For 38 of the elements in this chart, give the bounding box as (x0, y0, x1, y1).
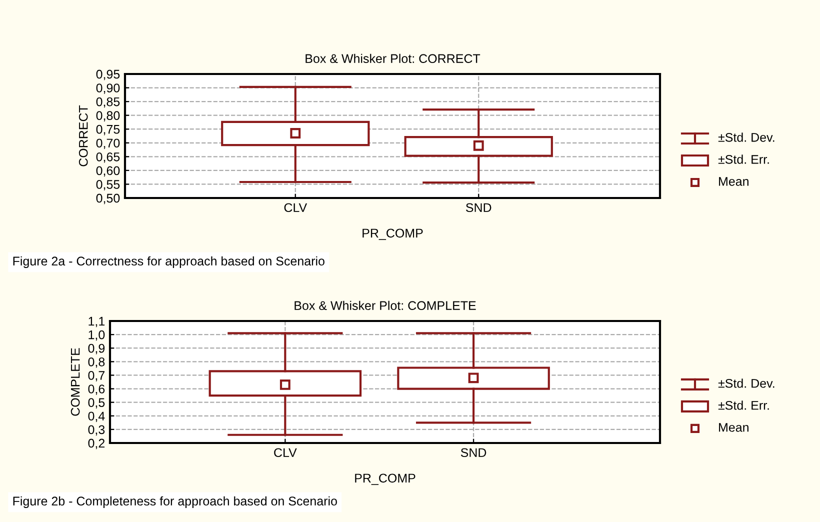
y-tick-label: 0,55 (96, 180, 120, 190)
y-tick-label: 0,50 (96, 194, 120, 204)
x-tick-label: SND (460, 448, 486, 458)
text: ±Std. Err. (718, 154, 769, 164)
x-tick-label: CLV (284, 203, 308, 212)
y-tick-label: 0,85 (96, 97, 120, 108)
text: ±Std. Dev. (718, 132, 774, 142)
y-tick-label: 1,0 (88, 330, 105, 341)
caption: Figure 2a - Correctness for approach based on Scenario (13, 256, 324, 268)
chart-title: Box & Whisker Plot: COMPLETE (294, 300, 476, 310)
y-tick-label: 0,95 (96, 70, 120, 80)
chart-title: Box & Whisker Plot: CORRECT (306, 54, 480, 64)
y-tick-label: 0,2 (88, 438, 105, 450)
text: Mean (719, 177, 748, 186)
y-tick-label: 0,6 (88, 384, 105, 395)
y-tick-label: 0,75 (96, 124, 120, 136)
y-tick-label: 0,65 (96, 152, 120, 163)
y-tick-label: 1,1 (88, 316, 105, 328)
y-tick-label: 0,80 (96, 111, 120, 122)
x-tick-label: CLV (274, 448, 297, 458)
y-tick-label: 0,8 (88, 357, 105, 368)
y-tick-label: 0,60 (96, 166, 120, 177)
x-axis-title: PR_COMP (355, 474, 416, 485)
caption: Figure 2b - Completeness for approach based on Scenario (13, 496, 337, 508)
y-tick-label: 0,5 (88, 398, 105, 408)
y-tick-label: 0,90 (96, 84, 120, 94)
text: Mean (719, 423, 748, 432)
x-axis-title: PR_COMP (362, 228, 423, 240)
text: ±Std. Dev. (718, 378, 774, 388)
y-tick-label: 0,9 (88, 344, 105, 354)
y-tick-label: 0,4 (88, 412, 105, 422)
y-axis-title: COMPLETE (70, 348, 80, 416)
y-tick-label: 0,70 (96, 138, 120, 150)
text: ±Std. Err. (718, 400, 769, 410)
x-tick-label: SND (466, 203, 492, 212)
y-tick-label: 0,7 (88, 371, 105, 382)
y-tick-label: 0,3 (88, 425, 105, 436)
y-axis-title: CORRECT (78, 105, 88, 166)
